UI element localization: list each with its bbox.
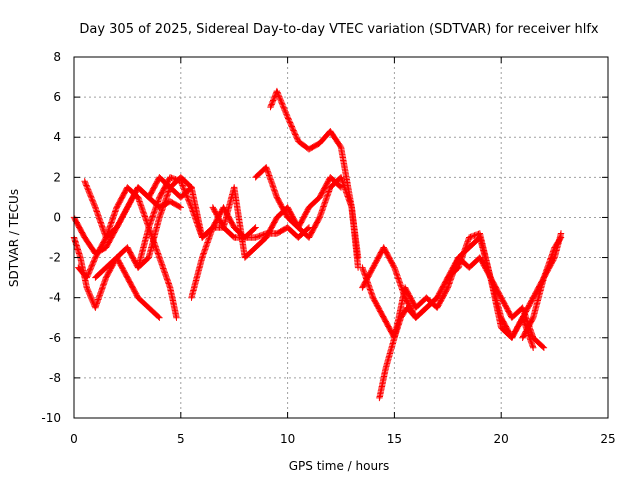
y-tick-label: 4: [53, 130, 61, 144]
x-tick-label: 25: [600, 432, 615, 446]
y-tick-label: 8: [53, 50, 61, 64]
series-markers: [519, 230, 565, 341]
plot-frame: [73, 56, 609, 419]
x-tick-label: 5: [177, 432, 185, 446]
series-arc-10: [267, 87, 362, 261]
series-arc-6: [134, 174, 259, 271]
y-axis-label: SDTVAR / TECUs: [7, 189, 21, 287]
y-tick-label: -2: [49, 251, 61, 265]
series-markers: [444, 230, 537, 351]
series-markers: [92, 174, 206, 281]
y-tick-label: -10: [41, 411, 61, 425]
series-arc-15: [519, 230, 565, 341]
data-points: [70, 87, 565, 402]
x-tick-label: 0: [70, 432, 78, 446]
series-markers: [252, 164, 345, 231]
series-markers: [376, 294, 441, 402]
grid: [74, 57, 608, 418]
series-markers: [267, 87, 362, 261]
chart-title: Day 305 of 2025, Sidereal Day-to-day VTE…: [79, 22, 599, 37]
x-tick-labels: 0 5 10 15 20 25: [70, 432, 615, 446]
y-tick-label: 0: [53, 210, 61, 224]
y-tick-label: 6: [53, 90, 61, 104]
axis-ticks: [73, 56, 609, 419]
y-tick-label: -4: [49, 291, 61, 305]
x-tick-label: 20: [494, 432, 509, 446]
series-arc-13: [376, 294, 441, 402]
y-tick-labels: -10 -8 -6 -4 -2 0 2 4 6 8: [41, 50, 61, 425]
y-tick-label: 2: [53, 170, 61, 184]
x-axis-label: GPS time / hours: [289, 459, 390, 473]
series-arc-14: [444, 230, 537, 351]
y-tick-label: -6: [49, 331, 61, 345]
series-arc-9: [252, 164, 345, 231]
series-arc-5: [92, 174, 206, 281]
x-tick-label: 15: [387, 432, 402, 446]
series-markers: [134, 174, 259, 271]
y-tick-label: -8: [49, 371, 61, 385]
x-tick-label: 10: [280, 432, 295, 446]
